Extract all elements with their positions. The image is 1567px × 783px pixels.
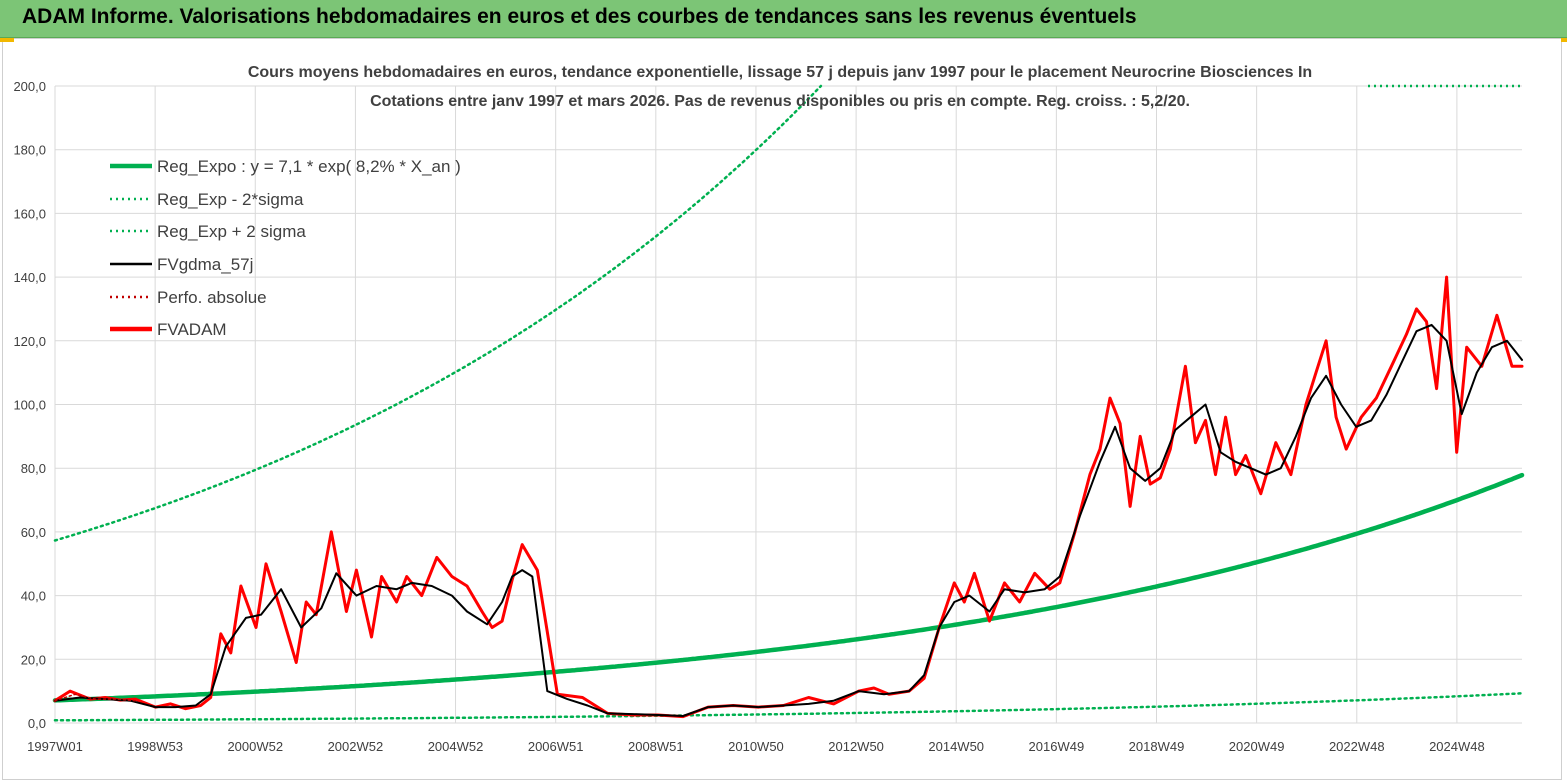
x-tick-label: 2020W49 bbox=[1229, 739, 1285, 754]
x-tick-label: 2008W51 bbox=[628, 739, 684, 754]
x-tick-label: 2002W52 bbox=[328, 739, 384, 754]
legend-label: Reg_Exp - 2*sigma bbox=[157, 190, 304, 209]
x-tick-label: 2024W48 bbox=[1429, 739, 1485, 754]
x-tick-label: 2012W50 bbox=[828, 739, 884, 754]
y-tick-label: 140,0 bbox=[13, 270, 46, 285]
chart-frame bbox=[2, 38, 1562, 780]
y-axis-ticks: 0,0 20,0 40,0 60,0 80,0 100,0 120,0 140,0 160,0 1… bbox=[13, 79, 46, 731]
y-tick-label: 160,0 bbox=[13, 206, 46, 221]
legend-label: FVgdma_57j bbox=[157, 255, 253, 274]
legend-label: Reg_Expo : y = 7,1 * exp( 8,2% * X_an ) bbox=[157, 157, 461, 176]
report-banner: ADAM Informe. Valorisations hebdomadaire… bbox=[0, 0, 1567, 38]
chart-grid bbox=[54, 85, 1522, 724]
legend-label: FVADAM bbox=[157, 320, 227, 339]
chart-title: Cours moyens hebdomadaires en euros, ten… bbox=[247, 64, 1313, 81]
y-tick-label: 80,0 bbox=[21, 461, 46, 476]
chart-legend: Reg_Expo : y = 7,1 * exp( 8,2% * X_an ) R… bbox=[110, 157, 461, 339]
y-tick-label: 120,0 bbox=[13, 334, 46, 349]
x-tick-label: 1997W01 bbox=[27, 739, 83, 754]
x-tick-label: 2000W52 bbox=[227, 739, 283, 754]
chart-series bbox=[52, 84, 1525, 722]
frame-corner-right bbox=[1561, 38, 1567, 42]
x-tick-label: 2014W50 bbox=[928, 739, 984, 754]
x-tick-label: 1998W53 bbox=[127, 739, 183, 754]
smoothed-line bbox=[54, 323, 1523, 717]
regression-line bbox=[52, 472, 1525, 703]
legend-label: Reg_Exp + 2 sigma bbox=[157, 222, 306, 241]
y-tick-label: 20,0 bbox=[21, 652, 46, 667]
x-tick-label: 2004W52 bbox=[428, 739, 484, 754]
frame-corner-left bbox=[0, 38, 14, 42]
x-tick-label: 2018W49 bbox=[1129, 739, 1185, 754]
chart-subtitle: Cotations entre janv 1997 et mars 2026. … bbox=[370, 93, 1190, 110]
lower-band-line bbox=[53, 692, 1524, 722]
x-tick-label: 2022W48 bbox=[1329, 739, 1385, 754]
y-tick-label: 180,0 bbox=[13, 143, 46, 158]
x-axis-ticks: 1997W01 1998W53 2000W52 2002W52 2004W52 2006W… bbox=[27, 739, 1485, 754]
x-tick-label: 2010W50 bbox=[728, 739, 784, 754]
y-tick-label: 40,0 bbox=[21, 589, 46, 604]
report-title: ADAM Informe. Valorisations hebdomadaire… bbox=[22, 5, 1137, 28]
y-tick-label: 100,0 bbox=[13, 398, 46, 413]
upper-band-line bbox=[53, 84, 823, 542]
price-line bbox=[53, 275, 1524, 719]
y-tick-label: 0,0 bbox=[28, 716, 46, 731]
x-tick-label: 2016W49 bbox=[1029, 739, 1085, 754]
legend-label: Perfo. absolue bbox=[157, 288, 267, 307]
y-tick-label: 200,0 bbox=[13, 79, 46, 94]
y-tick-label: 60,0 bbox=[21, 525, 46, 540]
x-tick-label: 2006W51 bbox=[528, 739, 584, 754]
performance-line bbox=[54, 693, 137, 702]
